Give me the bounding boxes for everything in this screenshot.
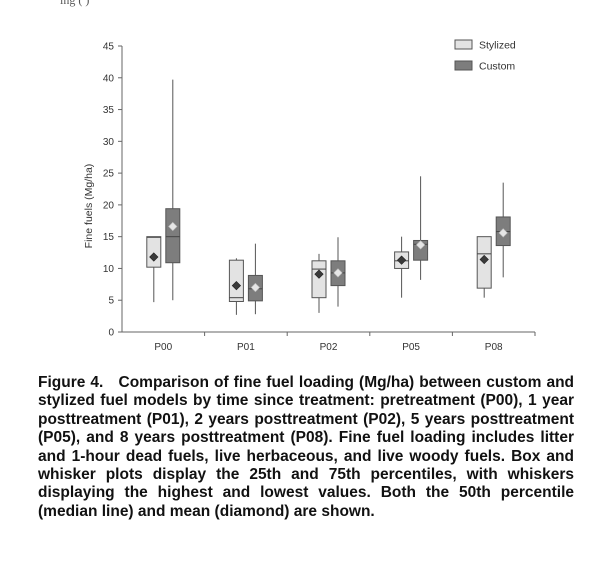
mean-diamond-marker	[168, 221, 178, 232]
y-tick-label: 30	[103, 137, 115, 148]
box-iqr	[311, 260, 327, 299]
mean-diamond-marker	[250, 282, 261, 293]
figure-caption: Figure 4. Comparison of fine fuel loadin…	[38, 374, 574, 521]
mean-diamond-marker	[333, 268, 343, 278]
mean-diamond-marker	[498, 228, 508, 238]
y-tick-label: 0	[108, 328, 114, 339]
mean-diamond-marker	[396, 255, 407, 265]
x-tick-label: P01	[237, 342, 255, 353]
legend-label-custom: Custom	[479, 61, 515, 73]
figure-label: Figure 4.	[38, 374, 104, 391]
legend-swatch-stylized	[454, 39, 473, 50]
box-plot-series	[146, 79, 511, 315]
legend: Stylized Custom	[454, 39, 516, 73]
y-tick-label: 20	[103, 200, 115, 211]
mean-diamond-marker	[479, 254, 489, 265]
y-tick-label: 40	[103, 73, 115, 84]
x-tick-label: P00	[154, 342, 172, 353]
cropped-text-fragment: ing ( )	[60, 0, 90, 7]
x-tick-label: P05	[402, 342, 420, 353]
box-stylized-p05	[394, 236, 410, 298]
box-custom-p00	[165, 79, 181, 301]
y-axis: 0 5 10 15 20 25 30 35 40 45	[103, 42, 123, 339]
x-axis: P00 P01 P02 P05 P08	[122, 331, 536, 353]
box-custom-p05	[413, 176, 429, 280]
y-tick-label: 45	[103, 42, 115, 53]
box-custom-p08	[495, 182, 511, 278]
mean-diamond-marker	[314, 269, 324, 279]
y-axis-title: Fine fuels (Mg/ha)	[83, 164, 95, 249]
box-iqr	[146, 236, 162, 268]
x-tick-label: P02	[320, 342, 338, 353]
mean-diamond-marker	[149, 252, 159, 262]
figure-caption-text: Comparison of fine fuel loading (Mg/ha) …	[38, 374, 574, 520]
box-stylized-p00	[146, 236, 162, 303]
mean-diamond-marker	[231, 280, 242, 291]
legend-swatch-custom	[454, 60, 473, 71]
y-tick-label: 25	[103, 169, 115, 180]
y-tick-label: 15	[103, 232, 115, 243]
y-tick-label: 10	[103, 264, 115, 275]
box-stylized-p01	[228, 258, 244, 315]
box-custom-p02	[330, 237, 346, 307]
box-custom-p01	[247, 243, 263, 315]
box-stylized-p02	[311, 253, 327, 313]
y-tick-label: 35	[103, 105, 115, 116]
x-tick-label: P08	[485, 342, 503, 353]
y-tick-label: 5	[108, 296, 114, 307]
box-iqr	[165, 208, 181, 264]
mean-diamond-marker	[415, 240, 426, 250]
legend-label-stylized: Stylized	[479, 40, 516, 52]
box-iqr	[228, 259, 244, 302]
box-stylized-p08	[476, 236, 492, 298]
box-plot-chart: 0 5 10 15 20 25 30 35 40 45 P00 P01 P02 P05 P08 Styli…	[83, 39, 536, 353]
